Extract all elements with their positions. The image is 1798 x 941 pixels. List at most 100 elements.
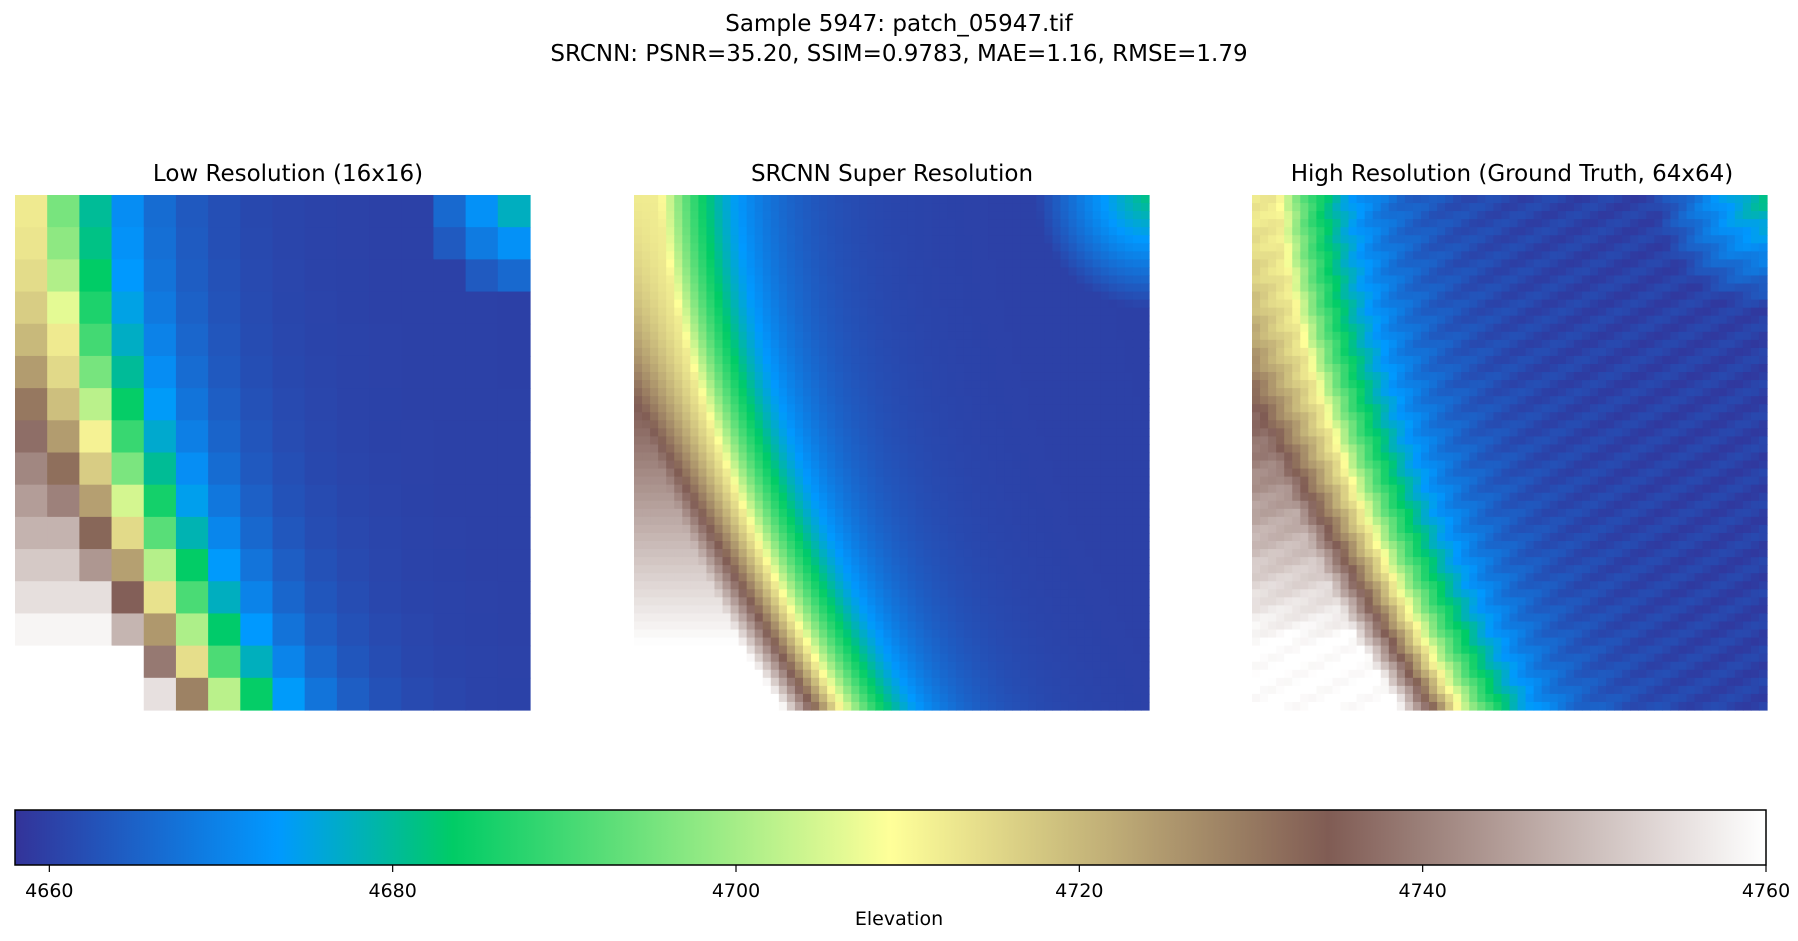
heatmap-cell [811,565,820,574]
heatmap-cell [706,436,716,446]
heatmap-cell [955,573,965,582]
heatmap-cell [778,211,788,220]
heatmap-cell [923,492,933,502]
heatmap-cell [698,219,708,228]
heatmap-cell [883,380,893,389]
heatmap-cell [1686,235,1696,244]
heatmap-cell [369,613,402,647]
heatmap-cell [674,412,683,421]
heatmap-cell [1132,677,1142,687]
heatmap-cell [738,203,748,212]
heatmap-cell [996,299,1005,309]
heatmap-cell [1084,565,1094,574]
heatmap-cell [634,549,643,558]
heatmap-cell [770,516,780,526]
heatmap-cell [1100,235,1110,244]
heatmap-cell [891,347,901,357]
heatmap-cell [1052,613,1062,623]
heatmap-cell [835,227,844,236]
heatmap-cell [1100,645,1110,655]
heatmap-cell [1084,597,1094,606]
heatmap-cell [642,557,651,566]
heatmap-cell [778,307,788,317]
heatmap-cell [634,468,643,478]
heatmap-cell [1004,653,1013,663]
heatmap-cell [674,436,683,446]
heatmap-cell [980,605,989,615]
heatmap-cell [770,339,780,349]
heatmap-cell [1372,227,1382,236]
heatmap-cell [947,291,957,301]
heatmap-cell [1300,203,1309,212]
heatmap-cell [915,388,925,397]
heatmap-cell [1092,492,1102,502]
heatmap-cell [706,243,716,252]
heatmap-cell [754,701,764,711]
heatmap-cell [778,508,788,518]
heatmap-cell [851,412,860,421]
heatmap-cell [714,532,724,542]
heatmap-cell [15,227,48,260]
heatmap-cell [1084,460,1094,470]
heatmap-cell [770,347,780,357]
heatmap-cell [1012,235,1021,244]
heatmap-cell [634,275,643,285]
heatmap-cell [1004,331,1013,341]
heatmap-cell [1108,484,1118,494]
heatmap-cell [714,452,724,462]
heatmap-cell [1742,235,1752,244]
heatmap-cell [794,388,804,397]
heatmap-cell [794,685,804,695]
heatmap-cell [754,315,764,325]
heatmap-cell [891,541,901,550]
heatmap-cell [786,516,796,526]
heatmap-cell [1124,637,1134,647]
heatmap-cell [642,259,651,269]
heatmap-cell [1084,589,1094,598]
heatmap-cell [859,460,868,470]
heatmap-cell [1654,195,1663,204]
heatmap-cell [907,420,917,429]
heatmap-cell [1606,251,1615,260]
heatmap-cell [1060,355,1070,365]
heatmap-cell [642,508,651,518]
heatmap-cell [738,347,748,357]
heatmap-cell [336,549,370,582]
heatmap-cell [1044,444,1054,454]
heatmap-cell [1332,203,1342,212]
heatmap-cell [690,243,699,252]
heatmap-cell [1076,267,1086,277]
heatmap-cell [883,549,893,558]
heatmap-cell [1108,396,1118,405]
heatmap-cell [1068,412,1078,421]
heatmap-cell [947,452,957,462]
heatmap-cell [642,331,651,341]
heatmap-cell [682,283,691,293]
heatmap-cell [79,645,113,679]
heatmap-cell [883,468,893,478]
heatmap-cell [1052,661,1062,671]
heatmap-cell [1052,589,1062,598]
heatmap-cell [827,637,836,647]
heatmap-cell [778,428,788,438]
heatmap-cell [1445,227,1454,236]
heatmap-cell [1300,259,1309,269]
heatmap-cell [851,589,860,598]
heatmap-cell [891,557,901,566]
heatmap-cell [867,372,877,381]
heatmap-cell [690,589,699,598]
heatmap-cell [1060,291,1070,301]
heatmap-cell [1116,613,1126,623]
heatmap-cell [1124,484,1134,494]
heatmap-cell [634,315,643,325]
heatmap-cell [1020,629,1029,639]
heatmap-cell [690,629,699,639]
heatmap-cell [827,661,836,671]
heatmap-cell [1108,532,1118,542]
heatmap-cell [1060,428,1070,438]
heatmap-cell [1284,211,1293,220]
heatmap-cell [1501,195,1511,204]
heatmap-cell [1108,259,1118,269]
heatmap-cell [1012,412,1021,421]
heatmap-cell [851,219,860,228]
